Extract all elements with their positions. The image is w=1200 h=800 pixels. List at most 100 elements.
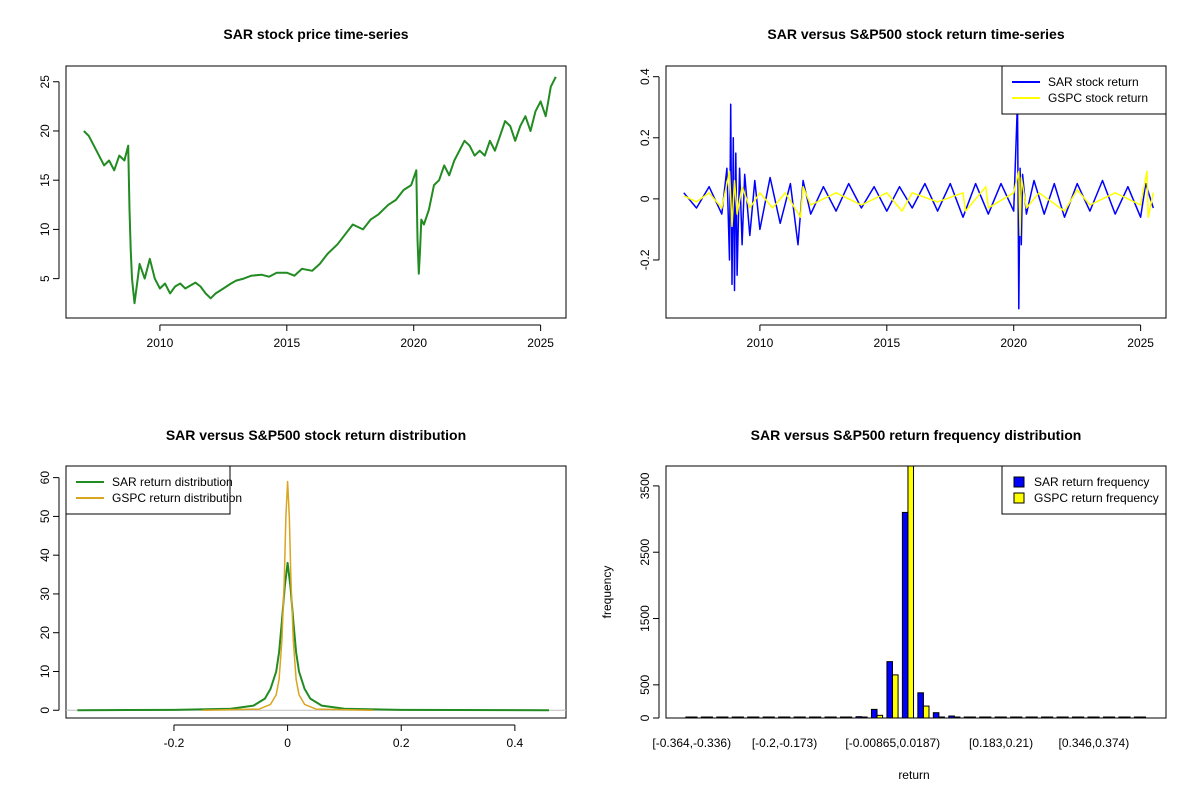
histogram-legend-label: SAR return frequency (1034, 475, 1149, 489)
gspc-frequency-bar (907, 465, 915, 719)
gspc-frequency-bar (1031, 716, 1038, 719)
gspc-frequency-bar (984, 716, 992, 719)
density-x-tick-label: 0.4 (507, 736, 524, 750)
sar-frequency-bar (1102, 716, 1110, 719)
histogram-panel: SAR versus S&P500 return frequency distr… (600, 427, 1167, 782)
density-legend-label: GSPC return distribution (112, 491, 242, 505)
sar-frequency-bar (917, 692, 924, 719)
histogram-x-tick-label: [0.183,0.21) (969, 736, 1033, 750)
returns-x-tick-label: 2025 (1127, 336, 1154, 350)
gspc-frequency-bar (830, 716, 837, 719)
sar-return-series (683, 100, 1155, 310)
histogram-legend-swatch (1013, 492, 1025, 504)
price-x-tick-label: 2020 (400, 336, 427, 350)
histogram-x-tick-label: [-0.00865,0.0187) (845, 736, 940, 750)
density-y-tick-label: 0 (38, 707, 52, 714)
returns-panel: SAR versus S&P500 stock return time-seri… (638, 26, 1167, 350)
histogram-legend-swatch (1013, 476, 1025, 488)
sar-frequency-bar (700, 716, 708, 719)
sar-frequency-bar (932, 712, 940, 719)
gspc-frequency-bar (1000, 716, 1007, 719)
sar-frequency-bar (824, 716, 832, 719)
gspc-frequency-bar (1062, 716, 1069, 719)
sar-frequency-bar (870, 708, 878, 719)
price-x-tick-label: 2015 (273, 336, 300, 350)
histogram-legend-label: GSPC return frequency (1034, 491, 1159, 505)
density-x-tick-label: 0.2 (393, 736, 410, 750)
sar-frequency-bar (716, 716, 723, 719)
sar-frequency-bar (778, 716, 785, 719)
gspc-frequency-bar (953, 716, 961, 719)
returns-legend-label: GSPC stock return (1048, 91, 1148, 105)
density-legend-label: SAR return distribution (112, 475, 233, 489)
density-y-tick-label: 40 (38, 548, 52, 562)
sar-frequency-bar (731, 716, 739, 719)
sar-frequency-bar (793, 716, 801, 719)
histogram-x-axis-label: return (898, 768, 929, 782)
gspc-frequency-bar (861, 716, 868, 719)
price-x-tick-label: 2010 (147, 336, 174, 350)
returns-x-tick-label: 2020 (1000, 336, 1027, 350)
gspc-frequency-bar (706, 716, 713, 719)
price-chart-title: SAR stock price time-series (223, 26, 408, 42)
sar-frequency-bar (1118, 716, 1125, 719)
sar-frequency-bar (1010, 716, 1017, 719)
price-y-tick-label: 20 (38, 124, 52, 138)
returns-y-tick-label: 0.4 (638, 68, 652, 85)
sar-frequency-bar (840, 716, 847, 719)
returns-legend-box (1001, 65, 1167, 115)
returns-legend-label: SAR stock return (1048, 75, 1139, 89)
sar-frequency-bar (1072, 716, 1079, 719)
histogram-y-tick-label: 2500 (638, 539, 652, 566)
density-y-tick-label: 60 (38, 471, 52, 485)
gspc-frequency-bar (922, 705, 930, 719)
histogram-x-tick-label: [0.346,0.374) (1058, 736, 1129, 750)
density-y-tick-label: 20 (38, 626, 52, 640)
sar-frequency-bar (747, 716, 754, 719)
sar-frequency-bar (762, 716, 770, 719)
price-x-tick-label: 2025 (527, 336, 554, 350)
gspc-frequency-bar (876, 714, 884, 719)
price-y-tick-label: 25 (38, 75, 52, 89)
histogram-y-tick-label: 1500 (638, 605, 652, 632)
sar-frequency-bar (963, 716, 971, 719)
sar-frequency-bar (886, 661, 893, 719)
returns-plot-frame (665, 65, 1167, 319)
density-x-tick-label: 0 (284, 736, 291, 750)
sar-frequency-bar (994, 716, 1002, 719)
price-panel: SAR stock price time-series 2010 2015 2020… (38, 26, 567, 350)
gspc-frequency-bar (768, 716, 775, 719)
histogram-y-tick-label: 0 (638, 714, 652, 721)
price-plot-frame (65, 65, 567, 319)
sar-frequency-bar (855, 716, 863, 719)
sar-density-curve (77, 561, 550, 712)
returns-y-tick-label: -0.2 (638, 249, 652, 270)
returns-x-tick-label: 2010 (747, 336, 774, 350)
density-legend-box (65, 465, 231, 515)
density-y-tick-label: 50 (38, 509, 52, 523)
gspc-frequency-bar (1108, 716, 1116, 719)
returns-y-tick-label: 0 (638, 195, 652, 202)
sar-frequency-bar (1041, 716, 1048, 719)
sar-frequency-bar (901, 511, 909, 719)
returns-x-tick-label: 2015 (873, 336, 900, 350)
gspc-frequency-bar (845, 716, 853, 719)
gspc-frequency-bar (799, 716, 806, 719)
density-panel: SAR versus S&P500 stock return distribut… (38, 427, 567, 750)
price-y-tick-label: 10 (38, 222, 52, 236)
gspc-frequency-bar (783, 716, 791, 719)
sar-frequency-bar (1056, 716, 1064, 719)
price-series-line (83, 76, 557, 305)
sar-frequency-bar (1133, 716, 1141, 719)
gspc-density-curve (202, 480, 373, 711)
histogram-x-tick-label: [-0.2,-0.173) (752, 736, 817, 750)
returns-chart-title: SAR versus S&P500 stock return time-seri… (767, 26, 1064, 42)
gspc-frequency-bar (1015, 716, 1023, 719)
sar-frequency-bar (948, 715, 955, 719)
density-y-tick-label: 10 (38, 664, 52, 678)
gspc-frequency-bar (752, 716, 760, 719)
returns-y-tick-label: 0.2 (638, 129, 652, 146)
gspc-frequency-bar (1093, 716, 1100, 719)
histogram-legend-box (1001, 465, 1167, 515)
